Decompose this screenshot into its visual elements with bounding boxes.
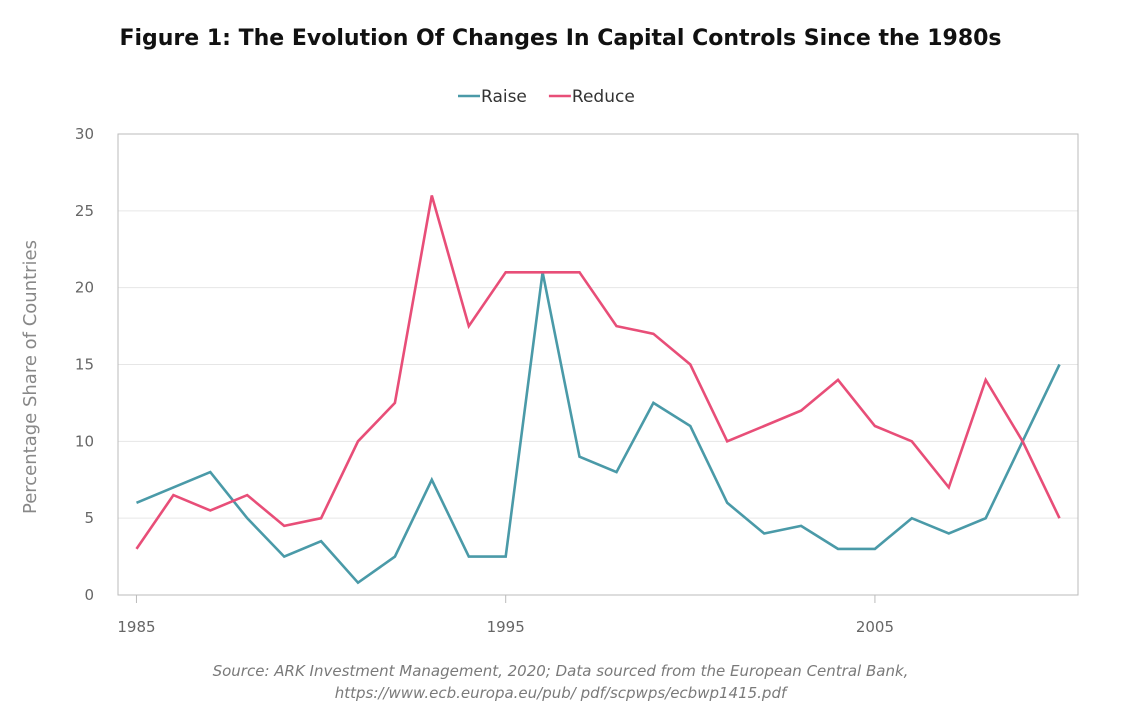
series-line-reduce bbox=[135, 195, 1061, 550]
series-line-raise bbox=[135, 272, 1061, 585]
y-axis-label: Percentage Share of Countries bbox=[20, 240, 41, 514]
y-tick-label: 10 bbox=[75, 432, 94, 450]
y-tick-label: 0 bbox=[84, 586, 94, 604]
legend: Raise Reduce bbox=[458, 87, 635, 107]
legend-label-raise: Raise bbox=[481, 87, 527, 107]
source-line-1: Source: ARK Investment Management, 2020;… bbox=[212, 662, 909, 680]
y-tick-label: 30 bbox=[75, 125, 94, 143]
x-axis-ticks: 1985 1995 2005 bbox=[117, 595, 894, 636]
y-tick-label: 25 bbox=[75, 202, 94, 220]
y-tick-label: 15 bbox=[75, 356, 94, 374]
legend-label-reduce: Reduce bbox=[572, 87, 635, 107]
plot-frame bbox=[117, 133, 1079, 596]
series-group bbox=[135, 195, 1061, 585]
x-tick-label: 1995 bbox=[487, 618, 525, 636]
x-tick-label: 2005 bbox=[856, 618, 894, 636]
y-axis-ticks: 0 5 10 15 20 25 30 bbox=[75, 125, 94, 604]
y-tick-label: 5 bbox=[84, 509, 94, 527]
source-line-2: https://www.ecb.europa.eu/pub/ pdf/scpwp… bbox=[334, 684, 787, 702]
chart-title: Figure 1: The Evolution Of Changes In Ca… bbox=[119, 26, 1002, 51]
grid-lines bbox=[118, 210, 1078, 519]
source-note: Source: ARK Investment Management, 2020;… bbox=[0, 660, 1121, 704]
x-tick-label: 1985 bbox=[117, 618, 155, 636]
y-tick-label: 20 bbox=[75, 279, 94, 297]
